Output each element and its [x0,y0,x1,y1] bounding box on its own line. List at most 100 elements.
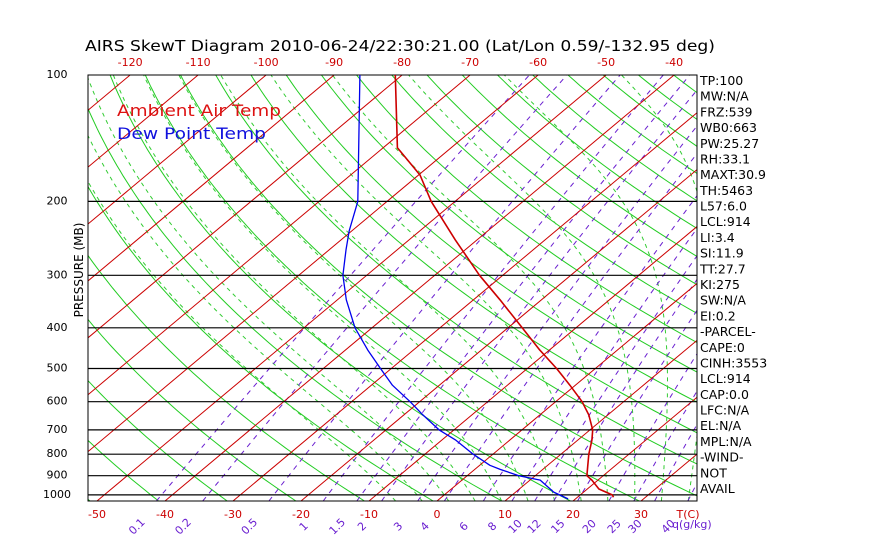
top-temperature-tick-label: -40 [665,56,683,69]
moist-adiabat-line [88,180,396,501]
pressure-tick-label: 900 [47,469,68,482]
isotherm-line [88,75,199,168]
bottom-temperature-tick-label: 10 [498,508,512,521]
bottom-temperature-tick-label: -40 [156,508,174,521]
pressure-tick-label: 300 [47,268,68,281]
top-temperature-tick-label: -70 [461,56,479,69]
isotherm-line [504,339,697,501]
mixing-ratio-tick-label: 1.5 [327,516,349,538]
mixing-ratio-tick-label: 0.2 [172,516,194,538]
sounding-index-label: TT:27.7 [699,261,746,276]
mixing-ratio-axis-label: q(g/kg) [672,518,712,531]
moist-adiabat-line [270,75,582,501]
dry-adiabat-line [356,75,697,344]
dry-adiabat-line [391,75,697,314]
sounding-index-label: RH:33.1 [700,152,750,167]
sounding-index-label: LCL:914 [700,214,751,229]
bottom-temperature-tick-label: 0 [434,508,441,521]
mixing-ratio-tick-label: 15 [548,517,567,536]
top-temperature-tick-label: -120 [118,56,143,69]
pressure-tick-label: 1000 [43,488,71,501]
mixing-ratio-tick-label: 12 [525,517,544,536]
pressure-tick-label: 600 [47,395,68,408]
pressure-tick-label: 200 [47,194,68,207]
dry-adiabat-line [215,75,697,465]
moist-adiabat-line [88,134,423,501]
dry-adiabat-line [497,75,697,230]
isotherm-line [88,75,267,225]
sounding-index-label: MPL:N/A [700,434,752,449]
isotherm-line [88,75,335,282]
pressure-tick-label: 700 [47,423,68,436]
top-temperature-tick-label: -90 [325,56,343,69]
pressure-tick-label: 100 [47,68,68,81]
isotherm-line [0,75,62,501]
moist-adiabat-line [88,76,450,501]
sounding-index-label: SW:N/A [700,293,746,308]
pressure-tick-label: 500 [47,362,68,375]
profile-series [342,75,615,500]
bottom-temperature-tick-label: -20 [292,508,310,521]
isotherm-line [88,75,539,453]
mixing-ratio-line [322,75,664,501]
pressure-tick-label: 400 [47,321,68,334]
bottom-temperature-tick-label: 30 [634,508,648,521]
y-axis-label: PRESSURE (MB) [72,223,86,318]
sounding-index-label: CAP:0.0 [700,387,749,402]
moist-adiabat-line [178,75,529,501]
legend-ambient-air-temp: Ambient Air Temp [117,101,281,120]
ambient-air-temp-line [394,75,615,498]
sounding-index-label: LCL:914 [700,371,751,386]
sounding-index-label: EL:N/A [700,418,742,433]
sounding-index-label: LI:3.4 [700,230,735,245]
mixing-ratio-tick-label: 6 [457,519,471,533]
sounding-index-label: MAXT:30.9 [700,167,766,182]
sounding-index-label: WB0:663 [700,120,757,135]
moist-adiabat-line [503,75,668,501]
dry-adiabat-line [461,75,697,258]
sounding-index-label: -PARCEL- [700,324,756,339]
sounding-index-label: EI:0.2 [700,308,736,323]
chart-title: AIRS SkewT Diagram 2010-06-24/22:30:21.0… [85,37,715,55]
sounding-index-label: PW:25.27 [700,136,759,151]
top-temperature-tick-label: -110 [186,56,211,69]
sounding-index-label: AVAIL [700,481,735,496]
dry-adiabat-line [285,75,697,403]
sounding-index-label: L57:6.0 [700,199,747,214]
dew-point-temp-line [342,75,569,500]
plot-frame [87,74,698,502]
mixing-ratio-tick-label: 4 [418,519,432,533]
bottom-temperature-tick-label: -30 [224,508,242,521]
sounding-index-label: CINH:3553 [700,356,767,371]
sounding-index-label: LFC:N/A [700,403,750,418]
mixing-ratio-line [511,227,697,501]
top-temperature-tick-label: -50 [597,56,615,69]
sounding-index-label: TH:5463 [699,183,753,198]
bottom-temperature-tick-label: -50 [88,508,106,521]
isotherm-line [88,75,131,111]
mixing-ratio-tick-label: 8 [485,519,499,533]
sounding-index-label: MW:N/A [700,89,749,104]
mixing-ratio-line [443,152,697,501]
dry-adiabat-line [532,75,697,202]
mixing-ratio-line [534,254,697,501]
isotherm-line [368,225,697,501]
pressure-tick-label: 800 [47,447,68,460]
mixing-ratio-tick-label: 20 [580,517,599,536]
isotherm-line [88,75,471,396]
dry-adiabat-line [426,75,697,286]
sounding-index-label: SI:11.9 [700,246,744,261]
isotherm-line [88,75,403,339]
top-temperature-tick-label: -80 [393,56,411,69]
sounding-index-label: FRZ:539 [700,104,753,119]
sounding-index-label: CAPE:0 [700,340,745,355]
mixing-ratio-line [417,125,697,501]
top-temperature-tick-label: -60 [529,56,547,69]
x-axis-label: T(C) [676,508,700,521]
mixing-ratio-tick-label: 0.1 [126,516,148,538]
mixing-ratio-line [381,89,697,501]
mixing-ratio-tick-label: 3 [391,519,405,533]
mixing-ratio-tick-label: 25 [605,517,624,536]
bottom-temperature-tick-label: -10 [360,508,378,521]
sounding-indices: TP:100MW:N/AFRZ:539WB0:663PW:25.27RH:33.… [699,73,767,496]
